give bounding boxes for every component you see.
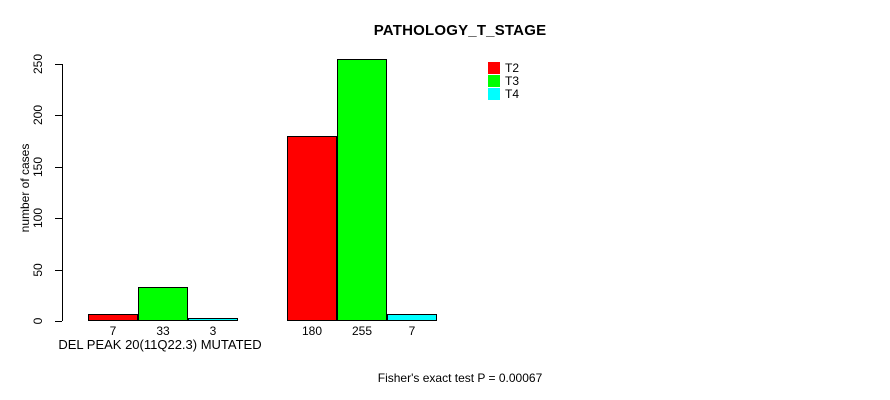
- bar-t3-group2: [337, 58, 387, 321]
- bar-value-label: 180: [301, 324, 323, 338]
- chart-title: PATHOLOGY_T_STAGE: [373, 22, 547, 39]
- bar-value-label: 255: [351, 324, 373, 338]
- stat-annotation: Fisher's exact test P = 0.00067: [377, 371, 543, 385]
- legend-item: T4: [488, 88, 519, 101]
- legend-label: T3: [505, 74, 520, 89]
- legend-swatch: [488, 75, 500, 88]
- legend-swatch: [488, 61, 500, 74]
- bar-value-label: 3: [209, 324, 217, 338]
- bar-t2-group2: [287, 135, 337, 321]
- y-tick: [55, 218, 62, 220]
- x-group-label: DEL PEAK 20(11Q22.3) MUTATED: [58, 337, 262, 352]
- bar-t4-group1: [188, 317, 238, 321]
- legend-swatch: [488, 88, 500, 101]
- y-tick-label: 250: [31, 53, 45, 75]
- y-tick: [55, 269, 62, 271]
- legend-label: T4: [505, 87, 520, 102]
- y-tick: [55, 166, 62, 168]
- bar-t3-group1: [138, 287, 188, 321]
- y-tick: [55, 64, 62, 65]
- y-axis-line: [62, 64, 63, 321]
- y-tick-label: 100: [31, 208, 45, 229]
- bar-value-label: 33: [156, 324, 170, 338]
- y-tick-label: 0: [31, 317, 45, 325]
- y-tick: [55, 115, 62, 117]
- bar-value-label: 7: [109, 324, 117, 338]
- legend-label: T2: [505, 60, 520, 75]
- bar-t4-group2: [387, 313, 437, 321]
- bar-value-label: 7: [408, 324, 416, 338]
- bar-t2-group1: [88, 313, 138, 321]
- y-tick: [55, 321, 62, 322]
- y-tick-label: 50: [31, 262, 45, 277]
- y-tick-label: 200: [31, 105, 45, 126]
- legend: T2 T3 T4: [488, 61, 519, 101]
- y-tick-label: 150: [31, 156, 45, 177]
- legend-item: T3: [488, 74, 520, 89]
- legend-item: T2: [488, 61, 519, 74]
